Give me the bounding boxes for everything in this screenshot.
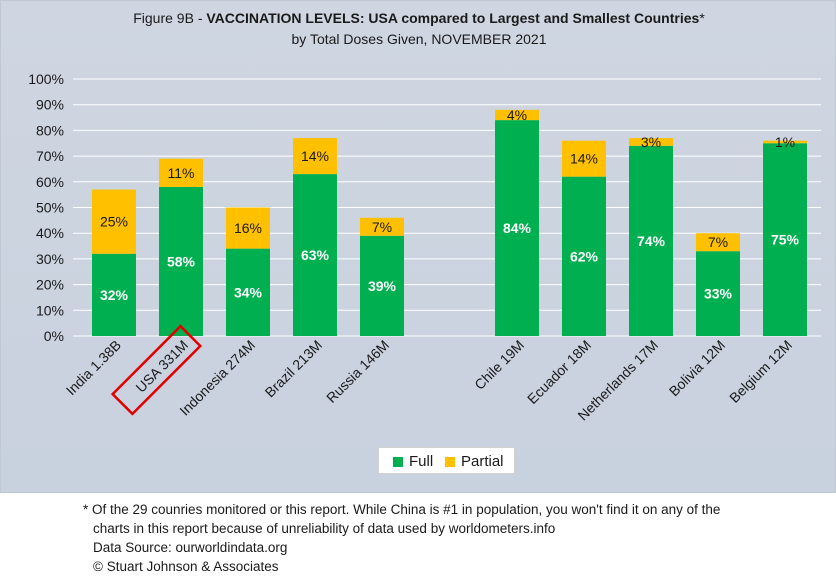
y-tick-label: 60%	[36, 174, 64, 190]
data-label-partial: 3%	[641, 134, 661, 150]
data-label-full: 62%	[570, 248, 599, 264]
y-tick-label: 20%	[36, 277, 64, 293]
data-label-full: 34%	[234, 284, 263, 300]
y-tick-label: 30%	[36, 251, 64, 267]
y-tick-label: 40%	[36, 225, 64, 241]
bar-partial	[226, 207, 270, 249]
x-tick-label: Russia 146M	[323, 337, 392, 406]
data-label-full: 75%	[771, 232, 800, 248]
y-tick-label: 70%	[36, 148, 64, 164]
y-tick-label: 100%	[28, 71, 64, 87]
data-label-partial: 16%	[234, 220, 262, 236]
bar-full	[360, 235, 404, 336]
y-tick-label: 80%	[36, 122, 64, 138]
bar-full	[226, 248, 270, 336]
bar-partial	[562, 140, 606, 177]
bar-full	[562, 176, 606, 336]
data-label-full: 74%	[637, 233, 666, 249]
footnote-line: charts in this report because of unrelia…	[93, 521, 556, 536]
bar-partial	[495, 109, 539, 121]
x-tick-label: Chile 19M	[471, 337, 527, 393]
bar-partial	[159, 158, 203, 187]
bar-partial	[696, 233, 740, 252]
chart-title: Figure 9B - VACCINATION LEVELS: USA comp…	[133, 10, 705, 26]
y-tick-label: 50%	[36, 200, 64, 216]
legend-item-partial: Partial	[445, 453, 504, 470]
legend-item-full: Full	[393, 453, 433, 470]
y-tick-label: 90%	[36, 97, 64, 113]
data-label-full: 58%	[167, 253, 196, 269]
bar-full	[293, 174, 337, 336]
chart-legend: Full Partial	[378, 447, 515, 474]
bar-partial	[763, 140, 807, 144]
data-label-partial: 14%	[301, 148, 329, 164]
x-tick-label: Bolivia 12M	[666, 337, 728, 399]
x-tick-label: Belgium 12M	[726, 337, 795, 406]
footnote-line: * Of the 29 counries monitored or this r…	[83, 502, 721, 517]
data-label-partial: 11%	[168, 165, 195, 181]
copyright: © Stuart Johnson & Associates	[93, 559, 279, 574]
data-label-full: 39%	[368, 278, 397, 294]
data-label-partial: 7%	[372, 219, 392, 235]
legend-label-full: Full	[409, 453, 434, 470]
data-label-partial: 4%	[507, 107, 527, 123]
bar-full	[495, 120, 539, 337]
legend-label-partial: Partial	[461, 453, 504, 470]
x-tick-label: India 1.38B	[63, 337, 124, 398]
chart-subtitle: by Total Doses Given, NOVEMBER 2021	[291, 31, 547, 47]
bar-partial	[629, 138, 673, 146]
data-label-full: 33%	[704, 286, 733, 302]
data-label-partial: 14%	[570, 151, 598, 167]
bar-full	[159, 186, 203, 336]
y-tick-label: 10%	[36, 302, 64, 318]
data-label-partial: 7%	[708, 234, 728, 250]
y-tick-label: 0%	[44, 328, 64, 344]
bar-full	[92, 253, 136, 336]
chart-panel: Figure 9B - VACCINATION LEVELS: USA comp…	[0, 0, 836, 493]
data-label-full: 63%	[301, 247, 330, 263]
legend-swatch-partial	[445, 456, 455, 467]
data-source: Data Source: ourworldindata.org	[93, 540, 288, 555]
legend-swatch-full	[393, 456, 403, 467]
bar-full	[629, 145, 673, 336]
bar-partial	[360, 217, 404, 236]
data-label-full: 32%	[100, 287, 129, 303]
footnote: * Of the 29 counries monitored or this r…	[83, 500, 823, 576]
data-label-partial: 1%	[775, 134, 795, 150]
data-label-full: 84%	[503, 220, 532, 236]
bar-partial	[293, 138, 337, 175]
bar-partial	[92, 189, 136, 254]
bar-full	[696, 251, 740, 336]
stacked-bar-chart: 32% 25% 58% 11% 34% 16% 63% 14% 39% 7% 84% 4% 62% 14%…	[28, 71, 821, 424]
x-tick-label: Ecuador 18M	[524, 337, 594, 407]
bar-full	[763, 143, 807, 336]
x-tick-label: Brazil 213M	[262, 337, 326, 401]
highlight-box	[110, 324, 203, 416]
data-label-partial: 25%	[100, 214, 128, 230]
